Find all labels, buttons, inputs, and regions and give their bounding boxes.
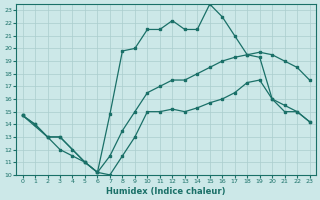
X-axis label: Humidex (Indice chaleur): Humidex (Indice chaleur) (106, 187, 226, 196)
